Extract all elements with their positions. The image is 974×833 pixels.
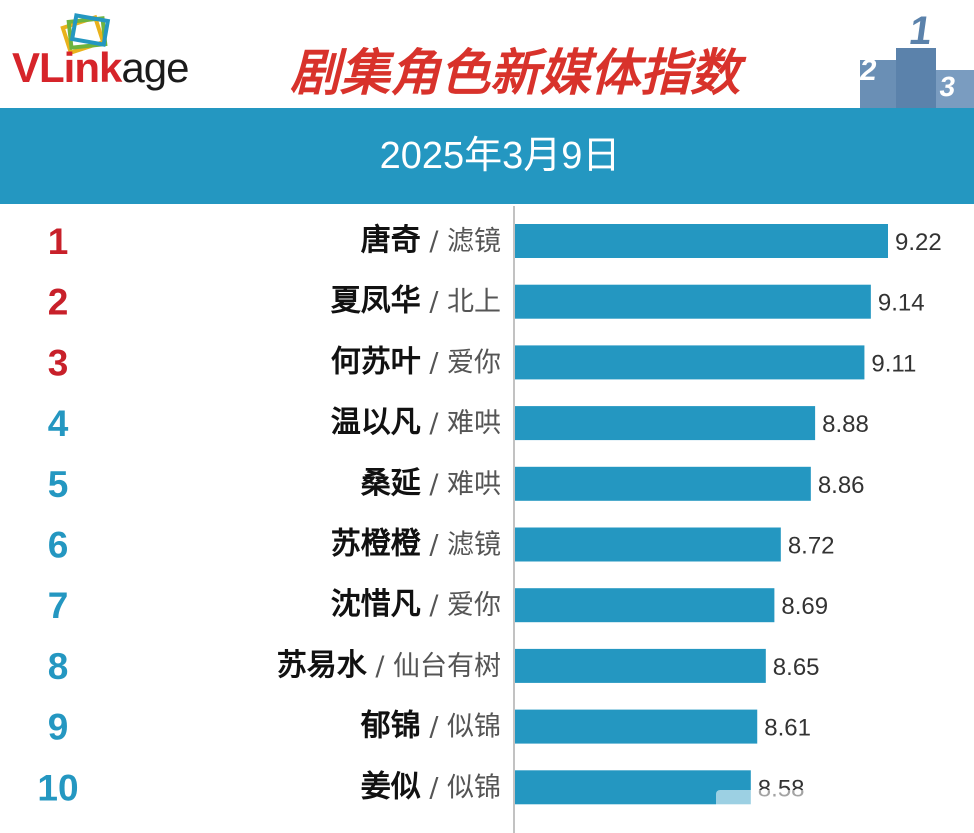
logo-squares-icon (60, 13, 111, 56)
value-label-8: 8.65 (773, 654, 820, 681)
bar-6 (515, 527, 781, 562)
logo-part-age: age (121, 44, 189, 91)
value-label-1: 9.22 (895, 229, 942, 256)
svg-text:3: 3 (938, 71, 958, 102)
category-label-10: 姜似 / 似锦 (361, 769, 501, 804)
character-name-3: 何苏叶 (331, 344, 421, 379)
character-name-9: 郁锦 (360, 709, 421, 744)
character-name-8: 苏易水 (277, 648, 368, 683)
category-label-8: 苏易水 / 仙台有树 (277, 648, 501, 683)
value-label-3: 9.11 (871, 350, 916, 377)
watermark-overlay (716, 790, 966, 818)
category-label-3: 何苏叶 / 爱你 (331, 344, 501, 379)
value-label-6: 8.72 (788, 533, 835, 560)
bar-10 (515, 770, 751, 805)
character-name-5: 桑延 (361, 466, 422, 501)
bar-4 (515, 406, 816, 441)
category-label-1: 唐奇 / 滤镜 (361, 223, 501, 258)
show-name-4: / 难哄 (421, 408, 501, 439)
show-name-5: / 难哄 (421, 469, 501, 500)
show-name-10: / 似锦 (421, 772, 501, 803)
rank-label-5: 5 (48, 464, 69, 505)
category-label-7: 沈惜凡 / 爱你 (331, 587, 501, 622)
podium-icon: 2 1 3 (858, 14, 974, 108)
character-name-1: 唐奇 (361, 223, 421, 258)
rank-label-10: 10 (37, 767, 78, 808)
value-label-4: 8.88 (822, 411, 869, 438)
svg-text:1: 1 (907, 14, 936, 53)
logo-part-link: Link (39, 44, 122, 91)
rank-label-6: 6 (48, 525, 69, 566)
show-name-3: / 爱你 (421, 347, 501, 378)
bar-3 (515, 345, 865, 380)
rank-label-2: 2 (48, 282, 69, 323)
bar-2 (515, 284, 871, 319)
character-name-7: 沈惜凡 (331, 587, 421, 622)
value-label-9: 8.61 (764, 715, 811, 742)
show-name-6: / 滤镜 (421, 530, 501, 561)
rank-label-1: 1 (48, 221, 69, 262)
bar-5 (515, 466, 811, 501)
bar-1 (515, 224, 888, 258)
show-name-2: / 北上 (421, 287, 501, 318)
category-label-9: 郁锦 / 似锦 (360, 709, 501, 744)
page-title: 剧集角色新媒体指数 (290, 44, 740, 102)
character-name-4: 温以凡 (331, 405, 421, 440)
value-label-2: 9.14 (878, 290, 925, 317)
value-label-5: 8.86 (818, 472, 865, 499)
character-name-6: 苏橙橙 (331, 527, 422, 562)
svg-text:2: 2 (858, 54, 879, 87)
character-name-2: 夏凤华 (331, 284, 421, 319)
rank-label-8: 8 (48, 646, 69, 687)
logo: VLinkage (12, 40, 189, 96)
rank-label-3: 3 (48, 342, 69, 383)
category-label-6: 苏橙橙 / 滤镜 (331, 527, 501, 562)
show-name-9: / 似锦 (421, 712, 501, 743)
rank-label-4: 4 (48, 403, 69, 444)
header: VLinkage 剧集角色新媒体指数 2 1 3 (0, 0, 974, 108)
category-label-5: 桑延 / 难哄 (361, 466, 501, 501)
show-name-1: / 滤镜 (421, 226, 501, 257)
bar-8 (515, 648, 766, 683)
bar-9 (515, 709, 758, 744)
bar-chart: 1 唐奇 / 滤镜 9.22 2 夏凤华 / 北上 9.14 3 何苏叶 / 爱你 9.11 4 温… (0, 204, 974, 833)
bar-chart-svg: 1 唐奇 / 滤镜 9.22 2 夏凤华 / 北上 9.14 3 何苏叶 / 爱你 9.11 4 温… (37, 206, 942, 833)
date-banner: 2025年3月9日 (0, 108, 974, 204)
rank-label-7: 7 (48, 585, 69, 626)
rank-label-9: 9 (48, 707, 69, 748)
value-label-7: 8.69 (781, 593, 828, 620)
bar-7 (515, 588, 775, 623)
date-label: 2025年3月9日 (379, 135, 621, 177)
show-name-8: / 仙台有树 (367, 651, 501, 682)
category-label-4: 温以凡 / 难哄 (331, 405, 501, 440)
character-name-10: 姜似 (361, 769, 421, 804)
category-label-2: 夏凤华 / 北上 (331, 284, 501, 319)
show-name-7: / 爱你 (421, 590, 501, 621)
logo-part-v: V (12, 44, 40, 91)
